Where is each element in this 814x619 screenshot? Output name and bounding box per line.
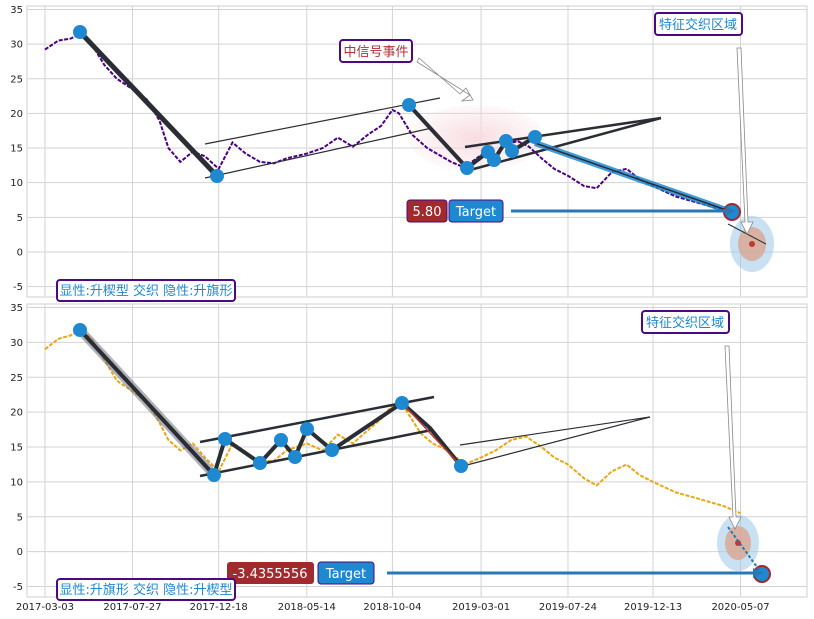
y-tick-label: 20: [10, 109, 23, 120]
bottom-channel-upper: [199, 395, 435, 444]
top-projection-core: [534, 142, 733, 213]
x-tick-label: 2017-07-27: [103, 602, 161, 613]
top-region-callout: 特征交织区域: [654, 12, 754, 235]
x-tick-label: 2020-05-07: [711, 602, 769, 613]
x-tick-label: 2017-12-18: [190, 602, 248, 613]
pivot-node: [207, 468, 221, 482]
top-event-callout: 中信号事件: [339, 39, 474, 102]
bottom-target-text: Target: [325, 567, 366, 582]
pivot-node: [402, 98, 416, 112]
x-tick-label: 2018-05-14: [278, 602, 336, 613]
x-tick-label: 2018-10-04: [363, 602, 421, 613]
top-pattern-label-box: 显性:升楔型 交织 隐性:升旗形: [56, 279, 236, 302]
top-wedge-lower: [469, 116, 662, 172]
y-tick-label: -5: [13, 582, 23, 593]
y-tick-label: 0: [17, 547, 23, 558]
bottom-value-badge: -3.4355556: [227, 562, 314, 584]
top-plot-frame: [26, 5, 808, 298]
pivot-node: [73, 323, 87, 337]
pivot-node: [454, 459, 468, 473]
top-zigzag-1: [78, 30, 219, 178]
y-tick-label: 10: [10, 178, 23, 189]
x-tick-label: 2019-07-24: [539, 602, 597, 613]
bottom-forecast-blob: [717, 515, 763, 575]
top-wedge-upper: [464, 116, 662, 149]
bottom-pivot-nodes: [73, 323, 771, 583]
y-tick-label: 30: [10, 40, 23, 51]
y-tick-label: 0: [17, 247, 23, 258]
pivot-node: [460, 161, 474, 175]
x-tick-label: 2019-03-01: [452, 602, 510, 613]
y-tick-label: 25: [10, 373, 23, 384]
bottom-target-badge[interactable]: Target: [317, 561, 375, 585]
bottom-target-arrowhead: [753, 568, 762, 578]
bottom-decline-2-highlight: [401, 402, 462, 467]
y-tick-label: 15: [10, 443, 23, 454]
y-tick-label: 15: [10, 144, 23, 155]
x-axis: 2017-03-03 2017-07-27 2017-12-18 2018-05-14…: [16, 602, 770, 613]
y-tick-label: 35: [10, 5, 23, 16]
bottom-y-axis: -5 0 5 10 15 20 25 30 35: [10, 303, 23, 593]
bottom-plot-frame: [26, 303, 808, 598]
bottom-zigzag: [212, 400, 463, 476]
pivot-node: [253, 456, 267, 470]
pivot-node: [395, 396, 409, 410]
pivot-node: [325, 443, 339, 457]
bottom-pattern-label: 显性:升旗形 交织 隐性:升楔型: [59, 582, 232, 598]
pivot-node: [73, 25, 87, 39]
x-tick-label: 2019-12-13: [624, 602, 682, 613]
pivot-node: [487, 153, 501, 167]
top-value-badge: 5.80: [406, 199, 448, 223]
bottom-wedge-lower: [462, 416, 651, 467]
y-tick-label: 25: [10, 74, 23, 85]
top-y-axis: -5 0 5 10 15 20 25 30 35: [10, 5, 23, 293]
y-tick-label: 35: [10, 303, 23, 314]
bottom-value-text: -3.4355556: [233, 567, 308, 582]
y-tick-label: 10: [10, 477, 23, 488]
top-event-label: 中信号事件: [343, 45, 408, 60]
bottom-pattern-label-box: 显性:升旗形 交织 隐性:升楔型: [56, 578, 236, 601]
top-panel: -5 0 5 10 15 20 25 30 35: [10, 5, 808, 302]
pivot-node: [274, 433, 288, 447]
bottom-wedge-upper: [459, 416, 651, 446]
bottom-channel-lower: [199, 428, 433, 478]
top-target-arrowhead: [726, 206, 735, 216]
top-value-text: 5.80: [413, 205, 442, 220]
top-pattern-label: 显性:升楔型 交织 隐性:升旗形: [59, 283, 232, 299]
top-region-label: 特征交织区域: [659, 17, 737, 33]
top-pivot-nodes: [73, 25, 741, 221]
bottom-region-callout: 特征交织区域: [641, 310, 742, 530]
pivot-node: [218, 432, 232, 446]
top-target-text: Target: [455, 205, 496, 220]
y-tick-label: 20: [10, 408, 23, 419]
y-tick-label: 5: [17, 213, 23, 224]
bottom-panel: -5 0 5 10 15 20 25 30 35: [10, 303, 808, 601]
top-channel-lower: [204, 127, 433, 179]
top-grid: [27, 6, 807, 297]
top-channel-upper: [204, 97, 441, 145]
pivot-node: [288, 450, 302, 464]
y-tick-label: -5: [13, 282, 23, 293]
pivot-node: [528, 130, 542, 144]
top-target-badge[interactable]: Target: [448, 199, 504, 223]
pivot-node: [505, 144, 519, 158]
pivot-node: [210, 169, 224, 183]
pivot-node: [300, 422, 314, 436]
x-tick-label: 2017-03-03: [16, 602, 74, 613]
bottom-region-label: 特征交织区域: [646, 315, 724, 331]
bottom-grid: [27, 304, 807, 597]
bottom-decline: [78, 328, 216, 477]
y-tick-label: 5: [17, 512, 23, 523]
y-tick-label: 30: [10, 338, 23, 349]
